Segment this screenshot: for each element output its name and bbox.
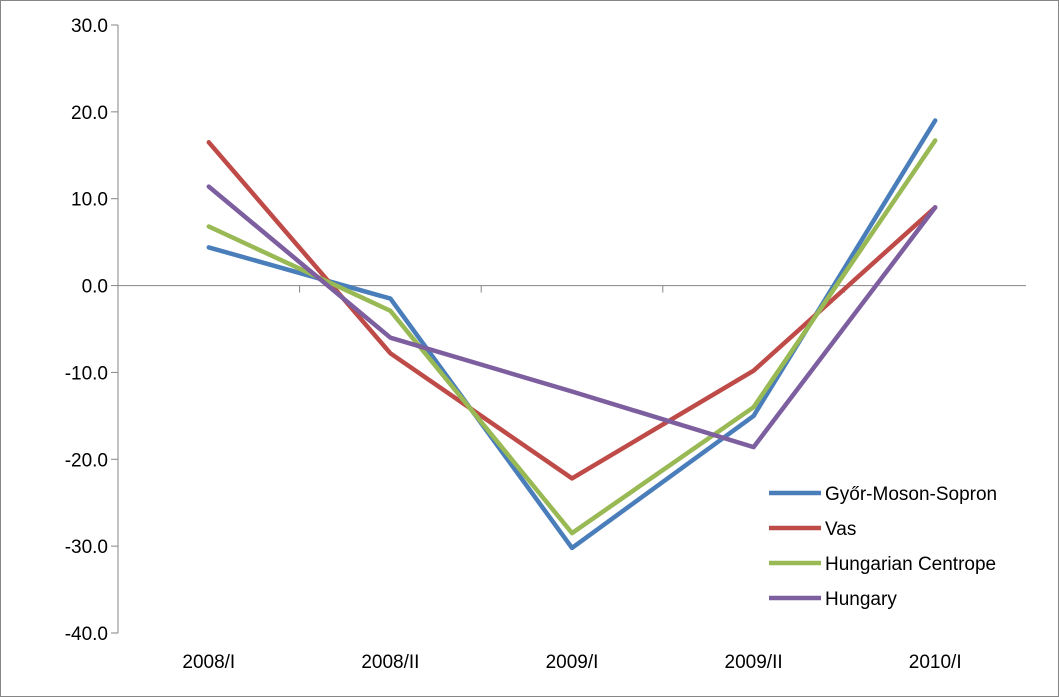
legend-label: Hungarian Centrope	[825, 554, 996, 575]
x-tick-label: 2009/I	[546, 652, 599, 673]
y-tick-label: -10.0	[65, 363, 108, 384]
x-tick-label: 2008/II	[361, 652, 419, 673]
y-tick-label: 0.0	[82, 277, 108, 298]
y-tick-label: 20.0	[71, 103, 108, 124]
legend-label: Győr-Moson-Sopron	[825, 484, 997, 505]
y-tick-label: 10.0	[71, 190, 108, 211]
x-tick-label: 2009/II	[725, 652, 783, 673]
legend: Győr-Moson-Sopron Vas Hungarian Centrope Hu…	[769, 484, 997, 610]
y-tick-label: -30.0	[65, 537, 108, 558]
legend-label: Hungary	[825, 589, 897, 610]
y-tick-label: -20.0	[65, 450, 108, 471]
series-line	[206, 184, 938, 450]
axes: 30.0 20.0 10.0 0.0 -10.0 -20.0 -30.0 -40.0 2008/…	[65, 16, 1026, 673]
plot-series	[206, 118, 938, 551]
legend-label: Vas	[825, 519, 856, 540]
y-tick-label: 30.0	[71, 16, 108, 37]
series-line	[206, 140, 938, 481]
x-tick-label: 2010/I	[909, 652, 962, 673]
x-tick-label: 2008/I	[182, 652, 235, 673]
series-line	[206, 138, 938, 536]
y-tick-label: -40.0	[65, 624, 108, 645]
